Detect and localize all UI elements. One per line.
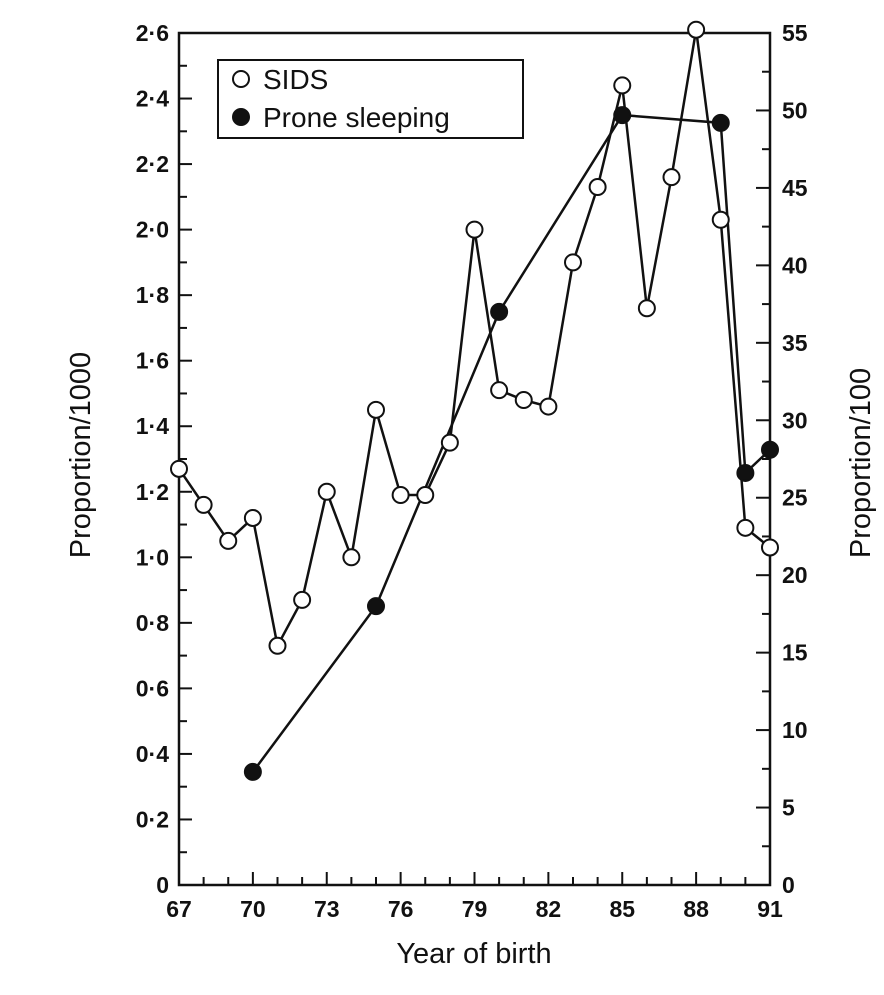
x-axis-ticks: 67 70 73 76 79 82 85 88 91 <box>166 872 783 922</box>
point-sids <box>317 482 336 501</box>
x-tick-label: 79 <box>462 896 488 922</box>
x-tick-label: 67 <box>166 896 192 922</box>
point-prone-sleeping <box>736 463 755 482</box>
x-tick-label: 82 <box>536 896 562 922</box>
point-sids <box>391 486 410 505</box>
point-sids <box>440 433 459 452</box>
left-tick-label: 0·2 <box>136 806 169 832</box>
right-tick-label: 20 <box>782 562 808 588</box>
legend-marker-prone-sleeping <box>232 108 250 126</box>
right-tick-label: 5 <box>782 795 795 821</box>
point-sids <box>490 381 509 400</box>
left-tick-label: 0·8 <box>136 610 169 636</box>
left-tick-label: 0·4 <box>136 741 169 767</box>
point-sids <box>170 459 188 478</box>
point-sids <box>465 220 484 239</box>
series-line-prone-sleeping <box>251 113 771 773</box>
left-tick-label: 2·4 <box>136 86 169 112</box>
point-sids <box>219 531 238 550</box>
left-tick-label: 2·0 <box>136 217 169 243</box>
left-axis-title: Proportion/1000 <box>65 352 97 558</box>
legend-label-prone-sleeping: Prone sleeping <box>263 102 450 133</box>
legend: SIDS Prone sleeping <box>217 59 524 139</box>
point-sids <box>564 253 582 272</box>
right-tick-label: 15 <box>782 640 808 666</box>
point-prone-sleeping <box>243 762 262 781</box>
right-tick-label: 40 <box>782 252 808 278</box>
point-sids <box>637 299 656 318</box>
point-sids <box>194 495 213 514</box>
left-tick-label: 1·6 <box>136 348 169 374</box>
left-tick-label: 1·0 <box>136 544 169 570</box>
point-sids <box>588 178 607 197</box>
point-sids <box>268 636 287 655</box>
right-axis-title: Proportion/100 <box>845 368 877 558</box>
x-tick-label: 91 <box>757 896 783 922</box>
right-tick-label: 10 <box>782 717 808 743</box>
right-tick-label: 55 <box>782 20 808 46</box>
x-tick-label: 76 <box>388 896 414 922</box>
left-tick-label: 1·2 <box>136 479 169 505</box>
point-prone-sleeping <box>490 302 509 321</box>
point-sids <box>293 590 312 609</box>
point-prone-sleeping <box>613 106 632 125</box>
right-tick-label: 35 <box>782 330 808 356</box>
x-tick-label: 85 <box>609 896 635 922</box>
point-prone-sleeping <box>711 113 730 132</box>
point-sids <box>736 518 755 537</box>
left-axis-ticks: 0 0·2 0·4 0·6 0·8 1·0 1·2 1·4 1·6 1·8 2·0 2·2 2·4 2·6 <box>136 20 192 898</box>
legend-label-sids: SIDS <box>263 64 328 95</box>
series-points <box>170 20 779 781</box>
left-tick-label: 2·6 <box>136 20 169 46</box>
left-tick-label: 2·2 <box>136 151 169 177</box>
point-sids <box>539 397 558 416</box>
right-axis-ticks: 0 5 10 15 20 25 30 35 40 45 50 55 <box>756 20 808 898</box>
x-tick-label: 70 <box>240 896 266 922</box>
point-sids <box>761 538 779 557</box>
x-axis-title: Year of birth <box>396 938 551 970</box>
right-tick-label: 45 <box>782 175 808 201</box>
point-sids <box>416 486 435 505</box>
x-tick-label: 73 <box>314 896 340 922</box>
point-sids <box>367 400 385 419</box>
right-tick-label: 30 <box>782 407 808 433</box>
legend-marker-sids <box>232 70 250 88</box>
left-tick-label: 0·6 <box>136 675 169 701</box>
right-tick-label: 0 <box>782 872 795 898</box>
series-lines <box>177 29 771 773</box>
x-tick-label: 88 <box>683 896 709 922</box>
plot-frame <box>177 31 772 887</box>
point-prone-sleeping <box>761 440 779 459</box>
right-tick-label: 50 <box>782 97 808 123</box>
point-sids <box>613 76 632 95</box>
point-sids <box>687 20 706 39</box>
point-sids <box>711 210 730 229</box>
right-tick-label: 25 <box>782 485 808 511</box>
point-sids <box>342 548 361 567</box>
left-tick-label: 0 <box>156 872 169 898</box>
point-sids <box>514 391 533 410</box>
point-sids <box>662 168 681 187</box>
left-tick-label: 1·4 <box>136 413 169 439</box>
left-tick-label: 1·8 <box>136 282 169 308</box>
point-sids <box>243 508 262 527</box>
point-prone-sleeping <box>367 597 385 616</box>
legend-box <box>217 59 524 139</box>
